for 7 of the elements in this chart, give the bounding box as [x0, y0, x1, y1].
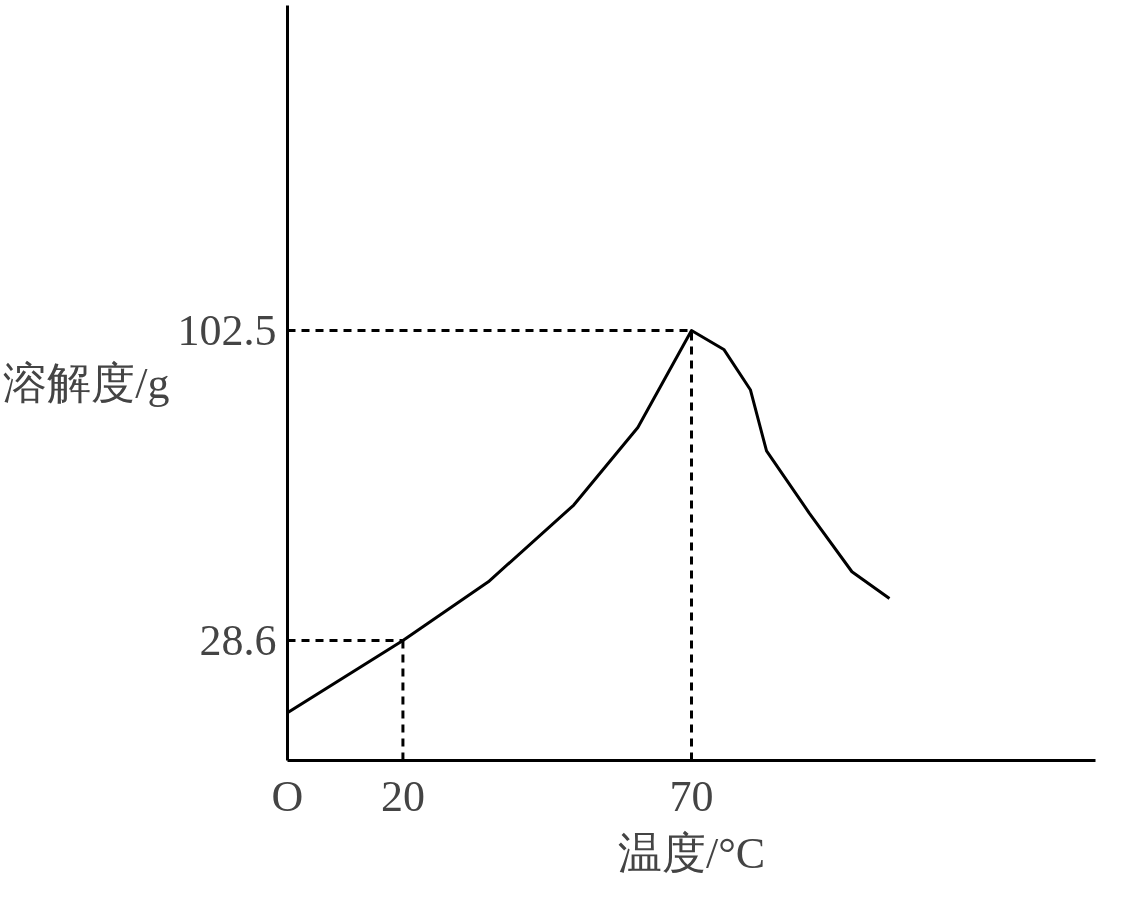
y-tick-label: 102.5	[177, 306, 277, 356]
y-axis-title: 溶解度/g	[3, 358, 170, 408]
y-tick-label: 28.6	[199, 616, 277, 666]
x-axis-title: 温度/°C	[617, 828, 766, 878]
x-tick-label: 70	[669, 771, 714, 821]
x-tick-label: O	[271, 771, 304, 821]
x-tick-label: 20	[380, 771, 425, 821]
